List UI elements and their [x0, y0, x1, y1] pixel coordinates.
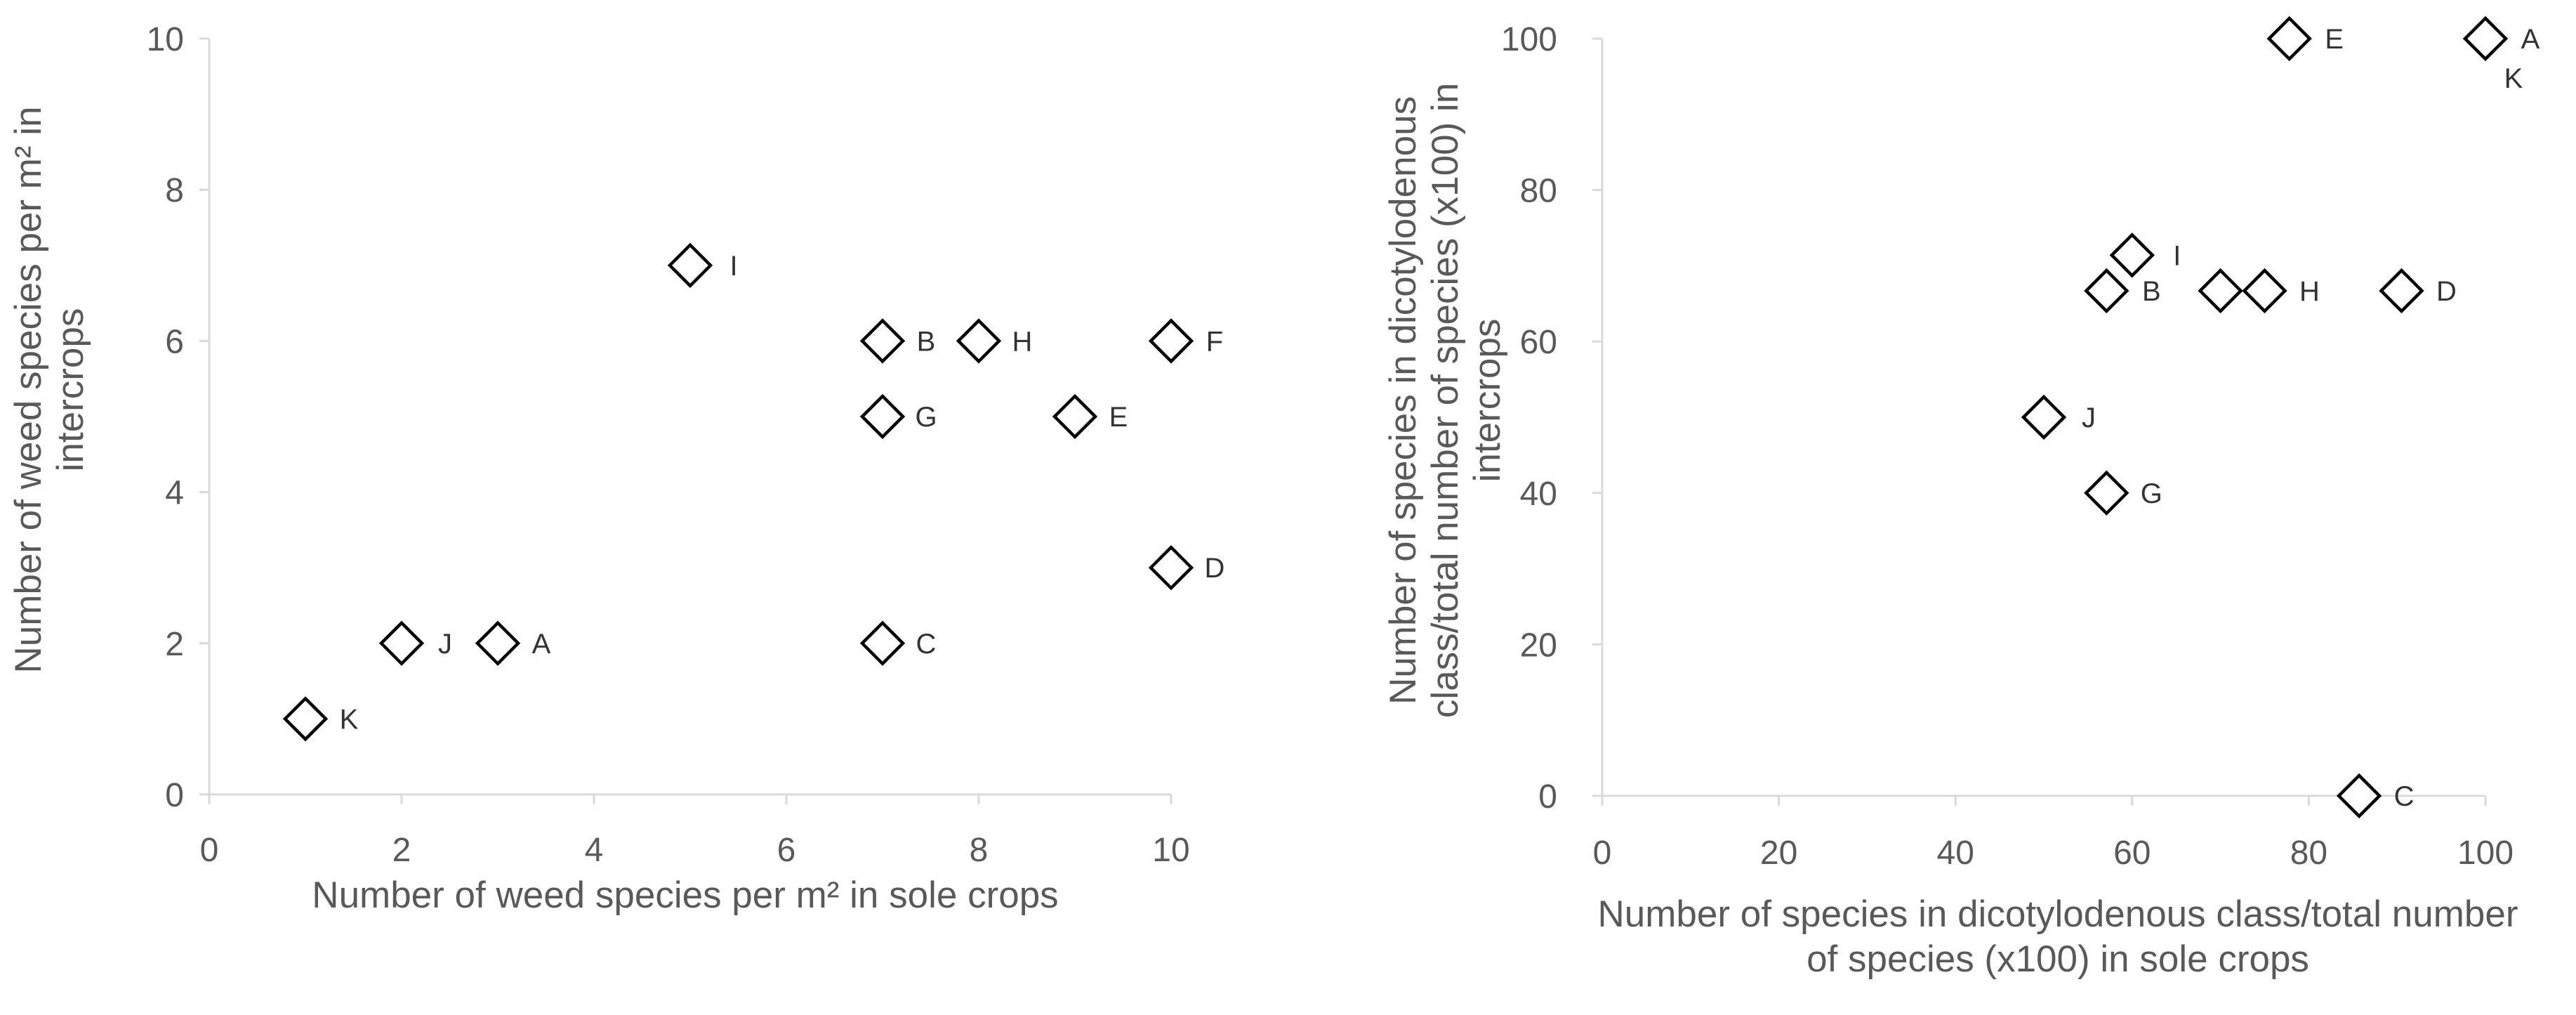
left-scatter-chart: 0 2 4 6 8 10 0 2 4 6 8 10 Number of weed species per… — [8, 21, 1224, 916]
right-point-label-j: J — [2082, 402, 2096, 433]
left-x-axis-title: Number of weed species per m² in sole cr… — [312, 875, 1058, 916]
left-point-g — [859, 393, 906, 440]
left-point-label-c: C — [916, 629, 937, 660]
left-point-label-k: K — [340, 704, 359, 735]
right-y-tick-label: 0 — [1538, 778, 1557, 816]
right-point-label-h: H — [2299, 276, 2320, 307]
left-point-a — [475, 620, 521, 666]
right-x-tick-label: 20 — [1760, 834, 1797, 872]
right-point-label-c: C — [2394, 781, 2415, 812]
right-y-tick-label: 80 — [1520, 173, 1557, 210]
right-y-axis-title-line: class/total number of species (x100) in — [1425, 83, 1466, 718]
right-point-i — [2109, 233, 2155, 278]
left-y-tick-label: 2 — [165, 626, 184, 663]
left-point-label-e: E — [1109, 402, 1128, 433]
left-point-e — [1052, 393, 1098, 440]
left-x-tick-label: 8 — [970, 832, 989, 869]
right-y-tick-label: 100 — [1501, 21, 1557, 58]
left-y-axis-title-line: intercrops — [50, 308, 91, 472]
left-point-label-d: D — [1205, 553, 1225, 584]
left-y-axis-title: Number of weed species per m² inintercro… — [8, 106, 91, 673]
right-y-tick-label: 40 — [1520, 476, 1557, 513]
left-point-label-j: J — [438, 629, 452, 660]
left-point-label-b: B — [917, 326, 936, 357]
right-point-b — [2084, 268, 2129, 314]
right-x-tick-label: 80 — [2290, 834, 2327, 872]
right-y-axis-title-line: intercrops — [1467, 319, 1508, 483]
left-y-tick-label: 4 — [165, 475, 184, 512]
left-x-tick-label: 10 — [1152, 832, 1189, 869]
right-x-axis-title: Number of species in dicotylodenous clas… — [1598, 893, 2518, 935]
left-point-label-h: H — [1012, 326, 1033, 357]
right-y-axis-title: Number of species in dicotylodenousclass… — [1382, 83, 1508, 718]
left-x-tick-label: 0 — [200, 832, 219, 869]
right-x-tick-label: 40 — [1937, 834, 1974, 872]
right-point-g — [2084, 470, 2129, 516]
right-point-label-d: D — [2436, 276, 2457, 307]
right-scatter-chart: 0 20 40 60 80 100 0 20 40 60 80 100 Number of specie… — [1382, 15, 2540, 980]
left-point-h — [956, 318, 1002, 364]
left-x-tick-label: 2 — [392, 832, 411, 869]
left-point-label-a: A — [532, 629, 551, 660]
left-point-label-g: G — [915, 402, 937, 433]
left-point-i — [667, 242, 713, 288]
right-x-axis-title: of species (x100) in sole crops — [1806, 938, 2309, 980]
left-x-tick-label: 4 — [585, 832, 604, 869]
right-point-j — [2021, 394, 2067, 440]
left-x-tick-label: 6 — [777, 832, 796, 869]
left-y-tick-label: 0 — [165, 777, 184, 814]
right-point-label-e: E — [2325, 24, 2344, 55]
right-point-f — [2198, 268, 2243, 314]
left-y-axis-title-line: Number of weed species per m² in — [8, 106, 49, 673]
right-x-tick-label: 0 — [1593, 834, 1612, 872]
left-point-k — [282, 696, 329, 742]
left-point-d — [1148, 545, 1194, 591]
left-y-tick-label: 10 — [147, 21, 184, 58]
right-point-h — [2242, 268, 2287, 314]
left-y-tick-label: 8 — [165, 172, 184, 209]
right-point-label-g: G — [2141, 478, 2162, 509]
left-y-tick-label: 6 — [165, 323, 184, 360]
right-point-d — [2379, 268, 2424, 314]
left-point-j — [378, 620, 425, 666]
right-point-a — [2462, 15, 2509, 62]
right-y-axis-title-line: Number of species in dicotylodenous — [1382, 96, 1424, 705]
left-point-label-i: I — [729, 251, 737, 282]
left-point-f — [1148, 318, 1194, 364]
right-point-label-i: I — [2173, 240, 2181, 271]
right-x-tick-label: 100 — [2457, 834, 2514, 872]
right-y-tick-label: 60 — [1520, 324, 1557, 361]
right-point-label-k: K — [2504, 63, 2523, 94]
right-x-tick-label: 60 — [2113, 834, 2151, 872]
right-point-label-b: B — [2142, 276, 2161, 307]
right-point-c — [2336, 773, 2382, 819]
right-point-e — [2266, 15, 2312, 62]
right-y-tick-label: 20 — [1520, 627, 1557, 664]
left-point-b — [859, 318, 906, 364]
left-point-c — [859, 620, 906, 666]
left-point-label-f: F — [1206, 326, 1223, 357]
right-point-label-a: A — [2521, 24, 2540, 55]
